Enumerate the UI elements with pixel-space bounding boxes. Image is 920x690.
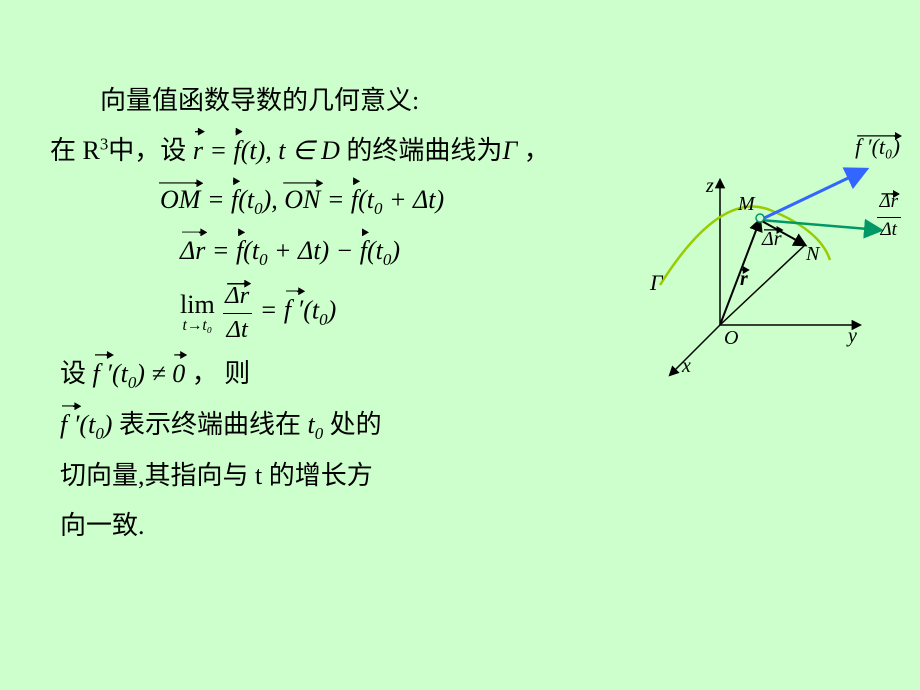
gamma-label: Γ bbox=[649, 270, 664, 295]
frac-dr-dt: Δr Δt bbox=[221, 282, 253, 343]
txt: ) bbox=[328, 295, 337, 324]
line-8: 向一致. bbox=[60, 505, 880, 547]
txt: (t bbox=[243, 236, 259, 265]
vec-fprime: f ′ bbox=[284, 289, 303, 331]
txt: ) bbox=[104, 410, 119, 439]
txt: = bbox=[205, 236, 236, 265]
vec-on: ON bbox=[284, 179, 320, 221]
sub: 0 bbox=[254, 199, 262, 218]
fprime-label: f ′(t₀) bbox=[855, 134, 900, 160]
o-label: O bbox=[724, 327, 738, 349]
vec-fprime: f ′ bbox=[60, 404, 79, 446]
txt: (t), t ∈ D bbox=[241, 136, 340, 165]
txt: t bbox=[307, 410, 314, 439]
line-6: f ′(t0) 表示终端曲线在 t0 处的 bbox=[60, 404, 880, 447]
txt: ， bbox=[517, 136, 550, 165]
x-label: x bbox=[681, 355, 691, 377]
vec-f: f bbox=[231, 179, 238, 221]
sub: 0 bbox=[315, 424, 323, 443]
txt: (t bbox=[367, 236, 383, 265]
txt: = bbox=[260, 295, 284, 324]
txt: 表示终端曲线在 bbox=[119, 410, 308, 439]
txt: (t bbox=[238, 185, 254, 214]
txt: 向一致. bbox=[60, 511, 145, 540]
gamma: Γ bbox=[502, 136, 517, 165]
r-label: r bbox=[740, 268, 748, 291]
sub: 0 bbox=[95, 424, 103, 443]
vec-f: f bbox=[360, 230, 367, 272]
sub: 0 bbox=[128, 373, 136, 392]
vec-zero: 0 bbox=[172, 353, 185, 395]
x-axis bbox=[670, 325, 720, 375]
sub: 0 bbox=[319, 309, 327, 328]
txt: = bbox=[200, 185, 231, 214]
txt: 设 bbox=[60, 359, 93, 388]
txt: 切向量,其指向与 t 的增长方 bbox=[60, 461, 373, 490]
txt: ) ≠ bbox=[136, 359, 172, 388]
vec-f: f bbox=[236, 230, 243, 272]
txt: = bbox=[203, 136, 234, 165]
vec-dr: Δr bbox=[225, 282, 249, 309]
vec-r: r bbox=[193, 130, 203, 172]
txt: (t bbox=[79, 410, 95, 439]
txt: ), bbox=[263, 185, 285, 214]
lim: lim t→t₀ bbox=[180, 292, 215, 334]
vec-f: f bbox=[351, 179, 358, 221]
vec-dr: Δr bbox=[180, 230, 205, 272]
y-label: y bbox=[846, 325, 857, 347]
txt: 中，设 bbox=[108, 136, 186, 165]
z-label: z bbox=[705, 175, 714, 197]
txt: 在 R bbox=[50, 136, 100, 165]
txt: (t bbox=[112, 359, 128, 388]
vec-fprime: f ′ bbox=[93, 353, 112, 395]
txt: + Δt) − bbox=[268, 236, 360, 265]
vec-om: OM bbox=[160, 179, 200, 221]
txt: + Δt) bbox=[382, 185, 444, 214]
diagram-3d: z y x O M N Γ r Δr f ′(t₀) Δr Δt bbox=[610, 130, 890, 390]
n-label: N bbox=[805, 243, 821, 265]
dr-label: Δr bbox=[762, 228, 782, 251]
txt: 的终端曲线为 bbox=[346, 136, 502, 165]
txt: ， 则 bbox=[185, 359, 250, 388]
line-7: 切向量,其指向与 t 的增长方 bbox=[60, 455, 880, 497]
txt: = bbox=[320, 185, 351, 214]
tangent-line bbox=[760, 170, 865, 220]
title-line: 向量值函数导数的几何意义: bbox=[100, 80, 880, 122]
txt: (t bbox=[303, 295, 319, 324]
txt: 处的 bbox=[323, 410, 382, 439]
dr-dt-label: Δr Δt bbox=[875, 192, 902, 241]
m-label: M bbox=[737, 193, 756, 215]
vec-f: f bbox=[233, 130, 240, 172]
vec-on-line bbox=[720, 245, 805, 325]
txt: ) bbox=[391, 236, 400, 265]
point-m bbox=[756, 214, 764, 222]
txt: Δt bbox=[223, 313, 252, 343]
sub: 0 bbox=[259, 251, 267, 270]
diagram-svg: z y x O M N Γ bbox=[610, 130, 890, 390]
txt: (t bbox=[358, 185, 374, 214]
